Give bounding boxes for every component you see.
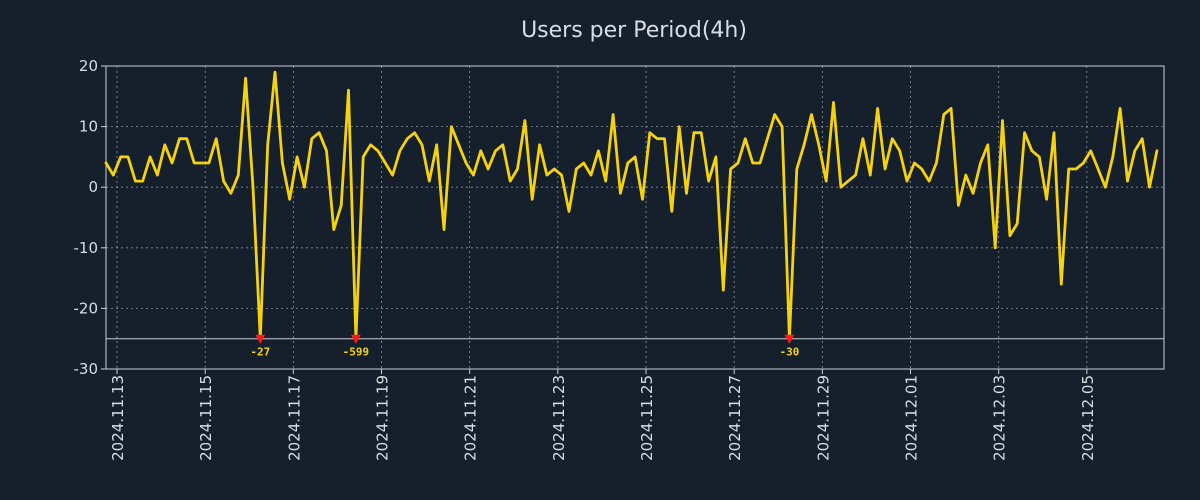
- y-tick-label: -30: [74, 360, 99, 378]
- outlier-marker: [255, 334, 266, 344]
- y-tick-label: -10: [74, 239, 99, 257]
- annotations: -27 -599 -30: [250, 334, 799, 359]
- outlier-label: -599: [343, 346, 370, 359]
- x-tick-label: 2024.12.03: [991, 375, 1009, 461]
- grid: [106, 66, 1164, 369]
- x-tick-label: 2024.11.21: [462, 375, 480, 461]
- outlier-label: -27: [250, 346, 270, 359]
- x-axis: 2024.11.13 2024.11.15 2024.11.17 2024.11.19…: [109, 369, 1097, 461]
- outlier-label: -30: [779, 346, 799, 359]
- x-tick-label: 2024.12.05: [1079, 375, 1097, 461]
- y-tick-label: 20: [79, 57, 98, 75]
- x-tick-label: 2024.11.19: [374, 375, 392, 461]
- chart-title: Users per Period(4h): [521, 18, 747, 43]
- x-tick-label: 2024.11.25: [638, 375, 656, 461]
- plot-area: [105, 65, 1165, 370]
- outlier-marker: [350, 334, 361, 344]
- series-line-users: [104, 70, 1159, 341]
- x-tick-label: 2024.11.29: [814, 375, 832, 461]
- x-tick-label: 2024.11.15: [197, 375, 215, 461]
- x-tick-label: 2024.11.17: [285, 375, 303, 461]
- y-tick-label: 0: [88, 178, 98, 196]
- series: [104, 70, 1159, 341]
- y-axis: 20 10 0 -10 -20 -30: [74, 57, 106, 378]
- x-tick-label: 2024.11.27: [726, 375, 744, 461]
- x-tick-label: 2024.11.23: [550, 375, 568, 461]
- x-tick-label: 2024.11.13: [109, 375, 127, 461]
- outlier-marker: [784, 334, 795, 344]
- x-tick-label: 2024.12.01: [903, 375, 921, 461]
- y-tick-label: -20: [74, 299, 99, 317]
- y-tick-label: 10: [79, 118, 98, 136]
